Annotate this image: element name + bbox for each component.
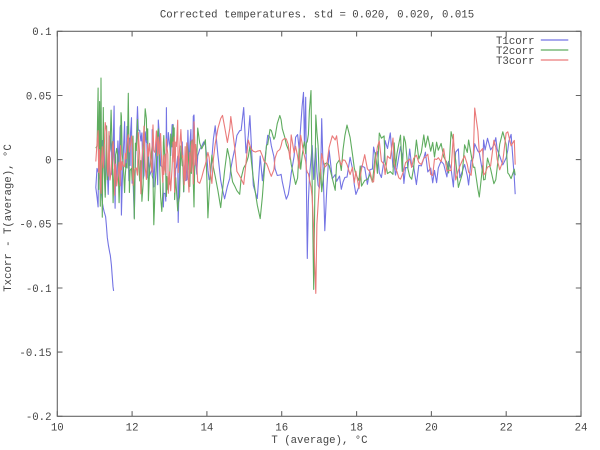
svg-text:T3corr: T3corr [496, 56, 534, 68]
svg-text:18: 18 [350, 423, 363, 435]
svg-text:-0.15: -0.15 [19, 348, 51, 360]
svg-text:-0.05: -0.05 [19, 220, 51, 232]
svg-text:T (average), °C: T (average), °C [271, 435, 367, 447]
svg-text:T2corr: T2corr [496, 46, 534, 58]
svg-text:Txcorr - T(average), °C: Txcorr - T(average), °C [3, 144, 15, 292]
svg-text:Corrected temperatures. std =: Corrected temperatures. std = 0.020, 0.0… [160, 10, 474, 22]
svg-text:-0.1: -0.1 [26, 284, 52, 296]
svg-text:20: 20 [425, 423, 438, 435]
svg-text:24: 24 [575, 423, 588, 435]
svg-text:14: 14 [200, 423, 213, 435]
svg-text:T1corr: T1corr [496, 36, 534, 48]
svg-text:0.1: 0.1 [32, 27, 51, 39]
svg-text:22: 22 [500, 423, 513, 435]
svg-text:0.05: 0.05 [26, 91, 52, 103]
svg-text:0: 0 [45, 155, 51, 167]
svg-text:12: 12 [126, 423, 139, 435]
svg-text:-0.2: -0.2 [26, 412, 52, 424]
svg-text:16: 16 [275, 423, 288, 435]
svg-text:10: 10 [51, 423, 64, 435]
